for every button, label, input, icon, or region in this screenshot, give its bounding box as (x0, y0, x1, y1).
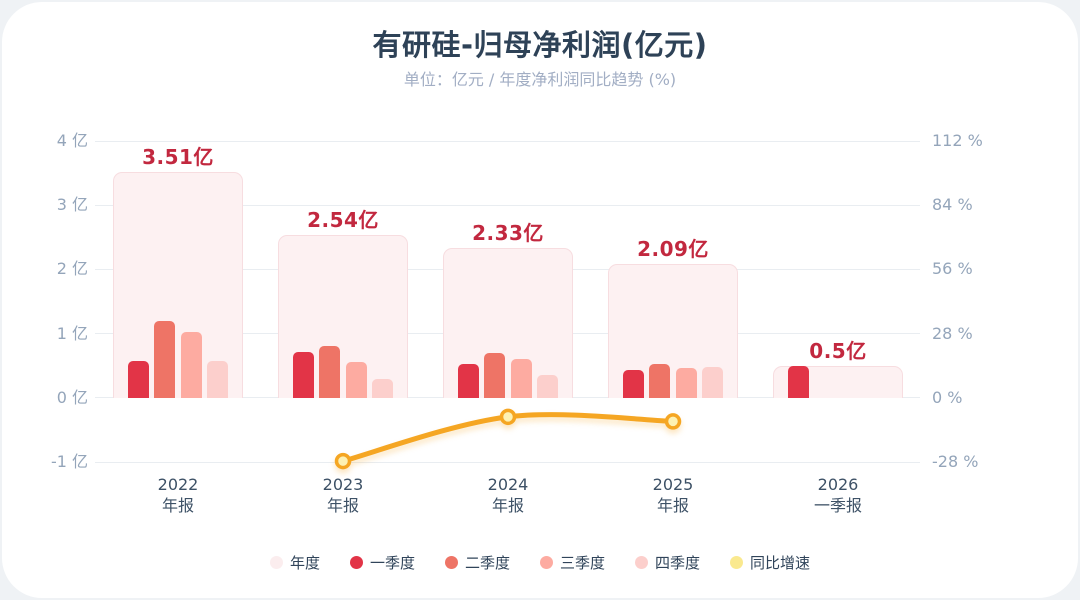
legend-item-yoy[interactable]: 同比增速 (730, 552, 810, 573)
left-axis-tick-label: -1 亿 (50, 452, 88, 471)
right-axis-tick-label: 0 % (932, 387, 963, 407)
legend-item-q4[interactable]: 四季度 (635, 552, 700, 573)
chart-title: 有研硅-归母净利润(亿元) (372, 28, 708, 62)
annual-value-label: 2.09亿 (637, 236, 709, 261)
left-axis-tick-label: 3 亿 (56, 195, 88, 215)
bar-q1-2025[interactable] (622, 369, 644, 398)
left-axis-tick-label: 2 亿 (56, 259, 88, 279)
left-axis-tick-label: 0 亿 (56, 387, 88, 407)
x-axis-label: 2025 年报 (652, 475, 694, 515)
legend-swatch-q4 (635, 556, 649, 569)
bar-q2-2024[interactable] (484, 352, 506, 398)
bar-q2-2022[interactable] (154, 320, 176, 398)
bar-q1-2026[interactable] (787, 365, 809, 398)
left-axis-tick-label: 1 亿 (56, 323, 88, 343)
x-axis-label: 2022 年报 (157, 475, 199, 515)
trend-point[interactable] (499, 408, 517, 426)
bar-q1-2022[interactable] (127, 361, 149, 398)
bar-q1-2023[interactable] (292, 352, 314, 398)
bar-q3-2023[interactable] (345, 361, 367, 398)
legend-label: 二季度 (464, 554, 510, 572)
bar-q4-2023[interactable] (372, 379, 394, 398)
bar-q3-2024[interactable] (510, 358, 532, 398)
bar-q2-2025[interactable] (649, 363, 671, 398)
legend-swatch-q2 (444, 556, 458, 569)
grid-line (95, 461, 920, 463)
grid-line (95, 204, 920, 206)
bar-q3-2025[interactable] (675, 368, 697, 398)
x-axis-label: 2024 年报 (487, 475, 529, 515)
chart-subtitle: 单位：亿元 / 年度净利润同比趋势 (%) (403, 70, 677, 89)
bar-q4-2022[interactable] (207, 360, 229, 398)
legend-label: 年度 (289, 554, 320, 572)
grid-line (95, 397, 920, 399)
legend-label: 同比增速 (750, 554, 811, 572)
annual-value-label: 2.33亿 (472, 221, 544, 246)
trend-point[interactable] (664, 413, 682, 430)
legend-swatch-q1 (349, 556, 363, 569)
bar-q1-2024[interactable] (457, 364, 479, 398)
bar-q3-2022[interactable] (180, 332, 202, 398)
right-axis-tick-label: 112 % (932, 131, 983, 150)
legend-item-q2[interactable]: 二季度 (444, 552, 510, 573)
legend-swatch-annual (269, 556, 283, 569)
bar-q4-2024[interactable] (537, 375, 559, 398)
legend: 年度 一季度 二季度 三季度 四季度 同比增速 (0, 552, 1080, 573)
legend-label: 三季度 (560, 554, 606, 572)
right-axis-tick-label: 84 % (932, 195, 973, 215)
annual-bar-2022[interactable] (113, 172, 243, 398)
legend-label: 一季度 (369, 554, 415, 572)
legend-item-q1[interactable]: 一季度 (349, 552, 415, 573)
x-axis-label: 2023 年报 (322, 475, 364, 515)
legend-item-q3[interactable]: 三季度 (540, 552, 605, 573)
left-axis-tick-label: 4 亿 (56, 131, 88, 150)
legend-swatch-yoy (730, 556, 744, 569)
grid-line (95, 140, 920, 142)
annual-value-label: 3.51亿 (142, 145, 214, 170)
legend-label: 四季度 (655, 554, 701, 572)
x-axis-label: 2026 一季报 (813, 475, 862, 515)
trend-point[interactable] (334, 452, 352, 470)
legend-item-annual[interactable]: 年度 (269, 552, 320, 573)
legend-swatch-q3 (540, 556, 553, 569)
annual-value-label: 0.5亿 (809, 338, 867, 363)
right-axis-tick-label: 56 % (932, 259, 973, 279)
right-axis-tick-label: 28 % (932, 323, 973, 343)
right-axis-tick-label: -28 % (932, 452, 979, 471)
bar-q4-2025[interactable] (702, 366, 724, 398)
annual-value-label: 2.54亿 (307, 207, 379, 232)
bar-q2-2023[interactable] (319, 346, 341, 398)
